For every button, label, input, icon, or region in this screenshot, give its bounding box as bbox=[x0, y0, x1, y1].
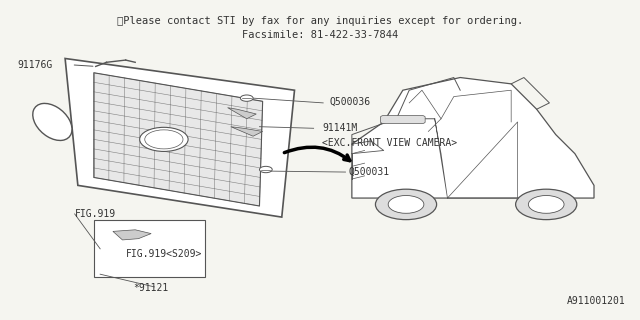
Polygon shape bbox=[352, 77, 594, 198]
Circle shape bbox=[516, 189, 577, 220]
Ellipse shape bbox=[33, 103, 72, 140]
Circle shape bbox=[145, 130, 183, 149]
Circle shape bbox=[241, 95, 253, 101]
Text: Facsimile: 81-422-33-7844: Facsimile: 81-422-33-7844 bbox=[242, 30, 398, 40]
Text: 91141M: 91141M bbox=[322, 123, 357, 133]
Text: FIG.919<S209>: FIG.919<S209> bbox=[125, 249, 202, 259]
Text: Q500031: Q500031 bbox=[349, 167, 390, 177]
Circle shape bbox=[259, 166, 272, 173]
Text: Q500036: Q500036 bbox=[330, 96, 371, 106]
FancyBboxPatch shape bbox=[381, 116, 425, 124]
FancyBboxPatch shape bbox=[94, 220, 205, 277]
Text: A911001201: A911001201 bbox=[567, 296, 626, 306]
Circle shape bbox=[376, 189, 436, 220]
Text: *91121: *91121 bbox=[134, 284, 169, 293]
Polygon shape bbox=[113, 230, 151, 240]
Text: <EXC.FRONT VIEW CAMERA>: <EXC.FRONT VIEW CAMERA> bbox=[322, 138, 457, 148]
Text: ※Please contact STI by fax for any inquiries except for ordering.: ※Please contact STI by fax for any inqui… bbox=[117, 16, 523, 26]
Text: 91176G: 91176G bbox=[17, 60, 52, 70]
Circle shape bbox=[529, 196, 564, 213]
Circle shape bbox=[140, 127, 188, 151]
Text: FIG.919: FIG.919 bbox=[75, 209, 116, 219]
Circle shape bbox=[388, 196, 424, 213]
PathPatch shape bbox=[94, 73, 262, 206]
Polygon shape bbox=[228, 108, 256, 119]
Polygon shape bbox=[231, 127, 262, 136]
PathPatch shape bbox=[65, 59, 294, 217]
